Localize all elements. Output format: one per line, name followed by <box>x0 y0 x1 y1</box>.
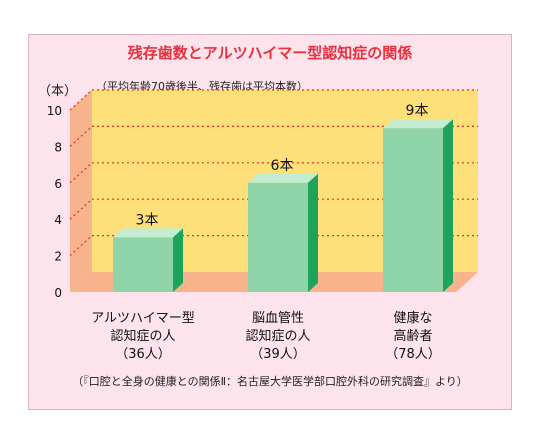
source-note: （『口腔と全身の健康との関係Ⅱ：名古屋大学医学部口腔外科の研究調査』より） <box>72 375 468 388</box>
bar-value-label: 3本 <box>136 212 159 228</box>
y-tick-label: 10 <box>47 104 62 118</box>
bar-side <box>443 119 453 292</box>
y-tick-label: 2 <box>54 250 62 264</box>
category-label: 健康な <box>393 310 432 326</box>
category-label: アルツハイマー型 <box>91 311 195 326</box>
category-label: 認知症の人 <box>245 328 310 344</box>
bar-value-label: 6本 <box>271 158 294 174</box>
category-label: 高齢者 <box>393 328 432 344</box>
bar-side <box>173 228 183 292</box>
category-label: （39人） <box>250 347 306 362</box>
y-tick-label: 0 <box>54 286 62 300</box>
bar-top <box>248 173 318 183</box>
y-tick-label: 8 <box>54 140 62 154</box>
category-label: （78人） <box>385 347 441 362</box>
bar-top <box>383 119 453 129</box>
category-label: 脳血管性 <box>252 311 304 326</box>
chart-title: 残存歯数とアルツハイマー型認知症の関係 <box>127 44 413 62</box>
y-axis-unit: （本） <box>38 84 78 99</box>
category-label: （36人） <box>115 347 171 362</box>
chart-side-wall <box>70 90 92 292</box>
category-label: 認知症の人 <box>110 328 175 344</box>
bar-side <box>308 173 318 292</box>
bar-top <box>113 228 183 238</box>
y-tick-label: 6 <box>54 177 62 191</box>
bar <box>113 237 173 292</box>
bar-value-label: 9本 <box>406 103 429 119</box>
y-tick-label: 4 <box>54 213 62 227</box>
bar <box>383 128 443 292</box>
bar <box>248 182 308 292</box>
